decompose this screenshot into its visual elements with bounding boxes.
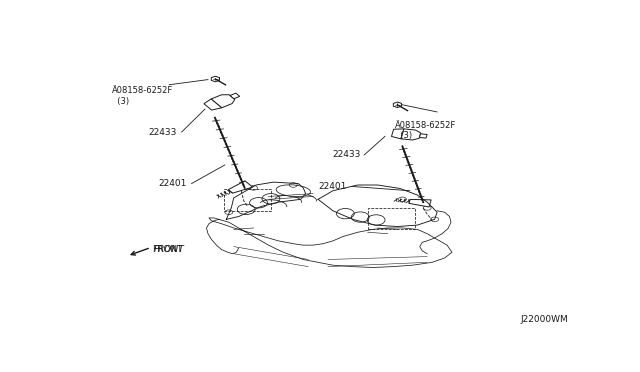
Text: 22433: 22433 <box>148 128 177 137</box>
Polygon shape <box>211 76 220 82</box>
Text: 22433: 22433 <box>332 150 360 160</box>
Polygon shape <box>204 99 221 110</box>
Polygon shape <box>419 134 427 138</box>
Text: 22401: 22401 <box>158 179 187 188</box>
Bar <box>367 208 415 230</box>
Polygon shape <box>211 95 235 108</box>
Polygon shape <box>409 199 431 207</box>
Text: FRONT: FRONT <box>154 245 184 254</box>
Text: 22401: 22401 <box>319 182 347 191</box>
Text: J22000WM: J22000WM <box>521 315 568 324</box>
Text: FRONT: FRONT <box>152 245 182 254</box>
Text: Ä08158-6252F
  (3): Ä08158-6252F (3) <box>395 121 456 140</box>
Polygon shape <box>394 102 401 108</box>
Bar <box>224 189 271 211</box>
Text: Ä08158-6252F
  (3): Ä08158-6252F (3) <box>112 86 173 106</box>
Polygon shape <box>230 93 240 99</box>
Polygon shape <box>228 181 253 193</box>
Ellipse shape <box>276 185 310 197</box>
Polygon shape <box>392 129 404 139</box>
Polygon shape <box>401 129 420 140</box>
